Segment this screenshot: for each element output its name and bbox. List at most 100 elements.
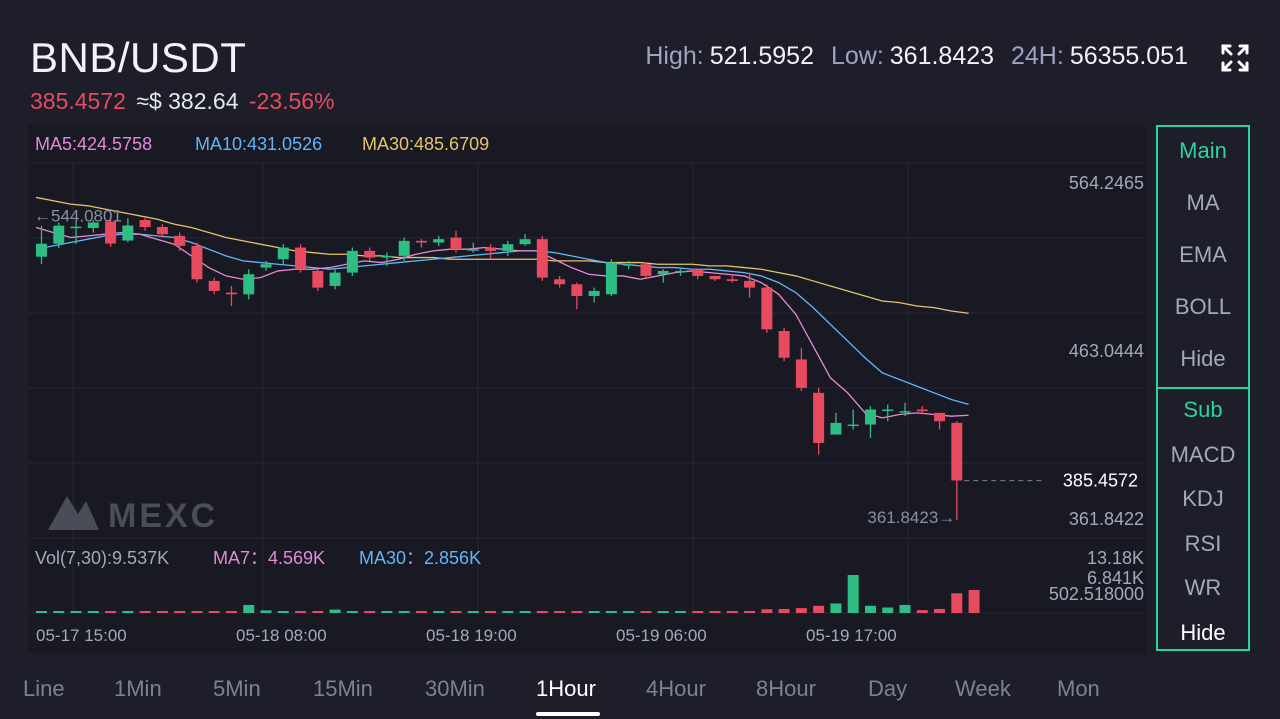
volume-bar (847, 575, 859, 613)
kline-chart[interactable]: MEXC MA5:424.5758 MA10:431.0526 MA30:485… (28, 125, 1146, 653)
volume-bar (830, 603, 842, 613)
ma10-indicator-label: MA10:431.0526 (195, 134, 322, 154)
volume-bar (692, 611, 704, 613)
candle-body (605, 262, 617, 295)
candle-body (502, 244, 514, 251)
candle (364, 247, 376, 261)
tab-line[interactable]: Line (23, 676, 65, 701)
max-price-marker: ←544.0801 (34, 207, 122, 226)
candle (105, 216, 117, 248)
sub-option-wr[interactable]: WR (1184, 575, 1222, 600)
candle (191, 242, 203, 283)
mexc-watermark: MEXC (48, 496, 218, 535)
volume-bar (260, 610, 272, 613)
volume-bar (623, 611, 635, 613)
volume-bar (87, 611, 99, 613)
candle-body (519, 239, 531, 245)
candle (916, 406, 928, 415)
candle (433, 235, 445, 246)
tab-week[interactable]: Week (955, 676, 1011, 701)
volume-bar (882, 607, 894, 613)
candle-body (329, 272, 341, 286)
candle-body (830, 422, 842, 435)
sub-option-rsi[interactable]: RSI (1184, 530, 1222, 556)
volume-bar (554, 611, 566, 613)
candle-body (346, 250, 358, 273)
main-option-ma[interactable]: MA (1186, 190, 1220, 215)
volume-bar (53, 611, 65, 613)
volume-bar (899, 604, 911, 613)
candle (329, 269, 341, 290)
mexc-logo-icon (48, 496, 99, 530)
tab-4hour[interactable]: 4Hour (646, 676, 706, 701)
main-option-ema[interactable]: EMA (1179, 242, 1227, 267)
volume-bar (225, 610, 237, 613)
kline-chart-svg[interactable]: MEXC MA5:424.5758 MA10:431.0526 MA30:485… (28, 125, 1146, 653)
candle-body (277, 247, 289, 260)
pair-title: BNB/USDT (30, 34, 247, 81)
tab-day[interactable]: Day (868, 676, 908, 701)
volume-bar (795, 608, 807, 613)
candle (139, 218, 151, 231)
main-option-hide[interactable]: Hide (1180, 346, 1226, 371)
price-axis-label: 361.8422 (1069, 509, 1144, 529)
volume-bar (502, 611, 514, 613)
volume-axis-label: 502.518000 (1049, 584, 1144, 604)
tab-30min[interactable]: 30Min (425, 676, 485, 701)
sub-option-kdj[interactable]: KDJ (1182, 486, 1224, 511)
fullscreen-icon[interactable] (1220, 43, 1250, 73)
volume-bar (485, 611, 497, 613)
candle (657, 269, 669, 283)
candle (36, 225, 47, 265)
candle-body (122, 225, 134, 241)
candle (243, 269, 255, 300)
candle (398, 237, 410, 261)
candle-body (139, 219, 151, 227)
volume-ma30-label: MA30：2.856K (359, 548, 481, 568)
volume-bar (295, 611, 307, 613)
volume-bar (346, 611, 358, 613)
candle-body (191, 245, 203, 280)
sub-option-macd[interactable]: MACD (1170, 441, 1236, 467)
volume-bar (674, 611, 686, 613)
candle-body (657, 270, 669, 275)
ma30-indicator-label: MA30:485.6709 (362, 134, 489, 154)
tab-month[interactable]: Mon (1057, 676, 1100, 701)
tab-1min[interactable]: 1Min (114, 676, 162, 701)
sub-indicator-header[interactable]: Sub (1183, 397, 1223, 422)
volume-bar (951, 593, 963, 613)
volume-bar (364, 611, 376, 613)
candle (709, 275, 721, 281)
candle-body (208, 280, 220, 291)
active-tab-indicator (536, 712, 600, 716)
candle-body (916, 409, 928, 412)
candle-body (381, 255, 393, 258)
main-indicator-header[interactable]: Main (1179, 138, 1227, 163)
high-label: High: (645, 42, 704, 70)
tab-8hour[interactable]: 8Hour (756, 676, 816, 701)
candle (156, 224, 168, 238)
candle (623, 260, 635, 270)
main-option-boll[interactable]: BOLL (1174, 294, 1232, 319)
tab-15min[interactable]: 15Min (313, 676, 373, 701)
watermark-text: MEXC (108, 497, 218, 535)
volume-bars (36, 575, 980, 613)
sub-option-hide[interactable]: Hide (1180, 619, 1226, 645)
price-axis-labels: 564.2465 463.0444 361.8422 (1069, 173, 1144, 529)
ma30-line (35, 196, 969, 314)
volume-bar (433, 611, 445, 613)
tab-5min[interactable]: 5Min (213, 676, 261, 701)
candle (761, 284, 773, 333)
candle (502, 240, 514, 256)
candle (588, 287, 600, 303)
candle (381, 252, 393, 266)
volume-bar (536, 611, 548, 613)
sub-indicator-group: Sub MACD KDJ RSI WR Hide (1156, 387, 1250, 651)
candle-body (934, 412, 946, 422)
tab-1hour[interactable]: 1Hour (536, 676, 596, 701)
time-axis-label: 05-18 19:00 (426, 626, 517, 645)
interval-tabs: Line 1Min 5Min 15Min 30Min 1Hour 4Hour 8… (0, 668, 1280, 719)
candle (692, 269, 704, 280)
candle-body (260, 264, 272, 268)
candle (312, 269, 324, 291)
